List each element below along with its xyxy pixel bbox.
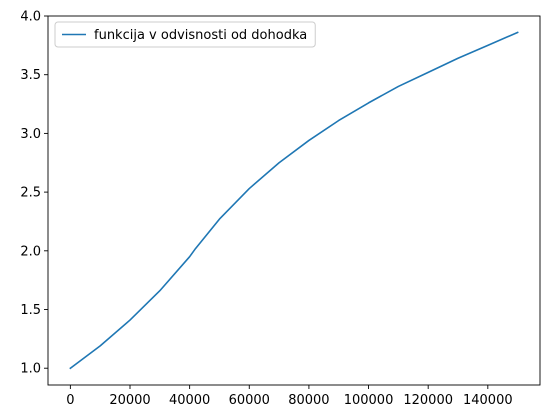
x-tick-label: 80000 bbox=[288, 393, 329, 408]
legend: funkcija v odvisnosti od dohodka bbox=[54, 21, 316, 48]
x-tick-label: 120000 bbox=[403, 393, 453, 408]
x-tick-label: 100000 bbox=[344, 393, 394, 408]
axes: 0 20000 40000 60000 80000 100000 120000 140000 1… bbox=[20, 10, 541, 408]
legend-box bbox=[54, 21, 316, 48]
x-tick-label: 20000 bbox=[109, 393, 150, 408]
y-tick-label: 4.0 bbox=[20, 10, 41, 25]
legend-label: funkcija v odvisnosti od dohodka bbox=[94, 28, 307, 43]
x-tick-label: 140000 bbox=[463, 393, 513, 408]
y-tick-label: 3.0 bbox=[20, 127, 41, 142]
y-tick-label: 2.0 bbox=[20, 244, 41, 259]
x-tick-label: 0 bbox=[66, 393, 74, 408]
y-tick-label: 1.5 bbox=[20, 303, 41, 318]
x-tick-label: 60000 bbox=[229, 393, 270, 408]
y-tick-label: 1.0 bbox=[20, 362, 41, 377]
plot-area bbox=[69, 31, 519, 370]
series-line-0 bbox=[69, 31, 519, 370]
y-tick-label: 2.5 bbox=[20, 186, 41, 201]
y-tick-label: 3.5 bbox=[20, 68, 41, 83]
x-tick-label: 40000 bbox=[169, 393, 210, 408]
axes-frame bbox=[47, 15, 541, 386]
